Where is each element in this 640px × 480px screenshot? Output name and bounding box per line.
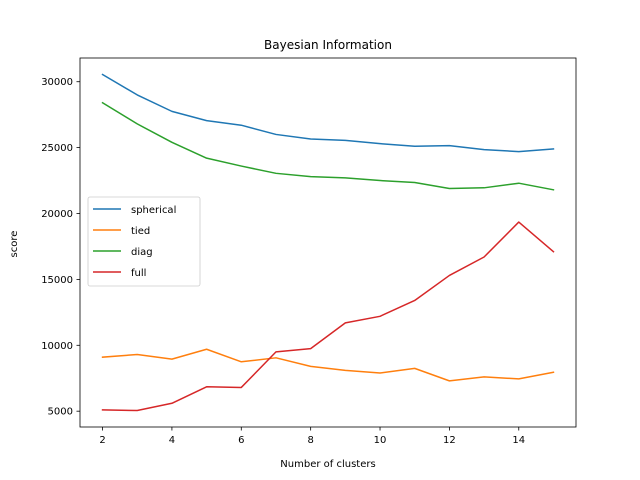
x-tick-label: 6 [238, 435, 244, 446]
x-axis-title: Number of clusters [280, 459, 375, 470]
y-tick-label: 25000 [41, 143, 73, 154]
plot-frame [79, 57, 577, 428]
x-tick-label: 12 [443, 435, 456, 446]
y-tick-label: 15000 [41, 275, 73, 286]
legend-label-full: full [131, 268, 146, 279]
legend-label-spherical: spherical [131, 205, 176, 216]
y-tick-label: 20000 [41, 209, 73, 220]
y-tick-label: 10000 [41, 341, 73, 352]
series-line-diag [101, 101, 555, 191]
y-axis-title: score [9, 231, 20, 258]
x-tick-label: 2 [99, 435, 105, 446]
legend-box [87, 196, 201, 287]
legend-label-tied: tied [131, 226, 150, 237]
chart-title: Bayesian Information [264, 38, 392, 52]
x-tick-label: 4 [169, 435, 175, 446]
series-line-tied [101, 348, 555, 382]
series-line-spherical [101, 73, 555, 153]
legend: spherical tied diag full [87, 196, 201, 287]
x-tick-label: 10 [374, 435, 387, 446]
y-tick-label: 30000 [41, 77, 73, 88]
legend-label-diag: diag [131, 247, 153, 258]
x-tick-label: 8 [307, 435, 313, 446]
y-tick-label: 5000 [48, 407, 73, 418]
series-layer [101, 73, 555, 412]
series-line-full [101, 221, 555, 412]
axes-layer: 2 4 6 8 10 12 14 5000 10000 15000 20000 25000 30000 [41, 57, 577, 446]
x-tick-label: 14 [512, 435, 525, 446]
